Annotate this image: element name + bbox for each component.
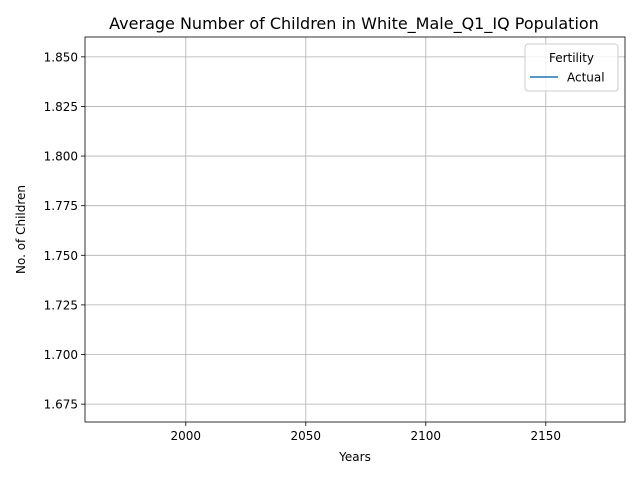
y-tick-label: 1.775 [44, 199, 78, 213]
y-tick-label: 1.825 [44, 100, 78, 114]
y-gridlines [85, 56, 625, 405]
chart-title: Average Number of Children in White_Male… [109, 14, 599, 34]
y-tick-label: 1.700 [44, 348, 78, 362]
legend-entry-actual: Actual [567, 71, 605, 85]
x-tick-label: 2150 [531, 429, 562, 443]
x-gridlines [185, 37, 547, 422]
y-axis-label: No. of Children [14, 185, 28, 274]
x-axis-label: Years [338, 450, 371, 464]
x-tick-label: 2050 [291, 429, 322, 443]
x-tick-label: 2100 [411, 429, 442, 443]
y-tick-label: 1.725 [44, 298, 78, 312]
y-tick-label: 1.800 [44, 150, 78, 164]
y-axis: 1.675 1.700 1.725 1.750 1.775 1.800 1.825 1.850 [44, 50, 85, 412]
x-axis: 2000 2050 2100 2150 [171, 422, 562, 443]
plot-frame [84, 36, 626, 423]
legend: Fertility Actual [524, 43, 619, 92]
legend-box [524, 43, 619, 92]
x-tick-label: 2000 [171, 429, 202, 443]
y-tick-label: 1.750 [44, 249, 78, 263]
y-tick-label: 1.850 [44, 50, 78, 64]
y-tick-label: 1.675 [44, 398, 78, 412]
legend-title: Fertility [549, 51, 594, 65]
